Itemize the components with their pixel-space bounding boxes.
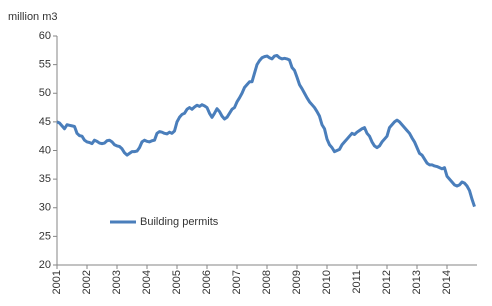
x-tick-label: 2014	[441, 270, 453, 294]
x-tick-label: 2012	[381, 270, 393, 294]
x-tick-label: 2004	[141, 270, 153, 294]
y-tick-label: 60	[39, 30, 51, 42]
y-tick-label: 30	[39, 202, 51, 214]
x-tick-label: 2003	[111, 270, 123, 294]
legend-label: Building permits	[140, 216, 219, 228]
y-tick-label: 40	[39, 144, 51, 156]
y-tick-label: 35	[39, 173, 51, 185]
x-tick-label: 2001	[51, 270, 63, 294]
y-axis-label: million m3	[8, 11, 58, 23]
y-tick-label: 25	[39, 230, 51, 242]
y-tick-label: 55	[39, 59, 51, 71]
x-tick-label: 2008	[261, 270, 273, 294]
x-tick-label: 2006	[201, 270, 213, 294]
y-tick-label: 50	[39, 87, 51, 99]
x-tick-label: 2009	[291, 270, 303, 294]
y-tick-label: 45	[39, 116, 51, 128]
x-tick-label: 2002	[81, 270, 93, 294]
y-tick-label: 20	[39, 259, 51, 271]
data-line	[56, 53, 476, 208]
x-tick-label: 2013	[411, 270, 423, 294]
x-tick-label: 2010	[321, 270, 333, 294]
x-tick-label: 2005	[171, 270, 183, 294]
x-tick-label: 2007	[231, 270, 243, 294]
x-tick-label: 2011	[351, 270, 363, 294]
